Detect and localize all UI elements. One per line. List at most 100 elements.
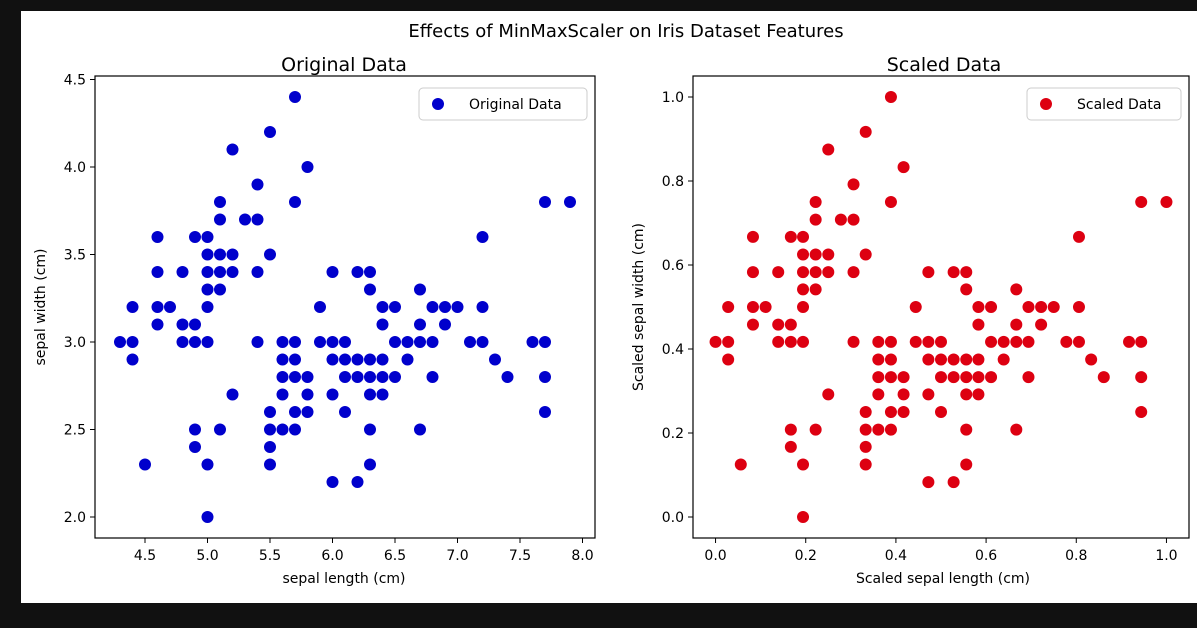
scatter-point xyxy=(351,266,364,278)
scatter-point xyxy=(264,248,276,261)
scatter-point xyxy=(251,213,264,226)
scatter-point xyxy=(872,388,885,401)
scatter-point xyxy=(364,353,376,366)
scatter-point xyxy=(1123,335,1136,348)
scatter-point xyxy=(772,335,785,348)
scatter-point xyxy=(214,248,226,261)
scatter-point xyxy=(847,266,860,279)
scatter-point xyxy=(972,353,985,366)
y-tick-label: 1.0 xyxy=(662,90,684,106)
x-axis: 4.5 5.0 5.5 6.0 6.5 7.0 7.5 8.0 xyxy=(134,538,594,564)
legend-box xyxy=(418,87,588,121)
scatter-point xyxy=(784,230,797,243)
scatter-point xyxy=(859,125,872,138)
x-tick-label: 7.5 xyxy=(509,548,531,564)
scatter-point xyxy=(997,335,1010,348)
scatter-point xyxy=(201,511,214,523)
scatter-point xyxy=(722,335,735,348)
scatter-point xyxy=(464,336,476,348)
scatter-point xyxy=(1010,283,1023,296)
scatter-point xyxy=(364,266,376,278)
scatter-point xyxy=(376,353,389,366)
chart-title: Original Data xyxy=(281,54,407,76)
scatter-point xyxy=(922,266,935,279)
y-tick-label: 0.8 xyxy=(662,174,684,190)
scatter-point xyxy=(201,336,214,348)
scatter-point xyxy=(859,406,872,418)
scatter-point xyxy=(822,266,835,279)
scatter-point xyxy=(501,371,514,383)
scatter-point xyxy=(746,266,759,279)
scatter-point xyxy=(746,318,759,331)
scatter-point xyxy=(1135,406,1148,418)
x-tick-label: 0.6 xyxy=(975,548,997,564)
y-axis-label: Scaled sepal width (cm) xyxy=(631,223,647,391)
scatter-point xyxy=(784,318,797,331)
x-tick-label: 8.0 xyxy=(571,548,593,564)
scatter-point xyxy=(935,353,947,366)
scatter-point xyxy=(539,196,551,208)
scatter-point xyxy=(872,371,885,384)
y-axis: 2.0 2.5 3.0 3.5 4.0 4.5 xyxy=(64,73,95,526)
scatter-point xyxy=(847,178,860,191)
legend: Original Data xyxy=(418,87,588,121)
scatter-point xyxy=(451,301,464,313)
scatter-point xyxy=(214,196,226,208)
scatter-point xyxy=(251,178,264,191)
scatter-point xyxy=(276,353,289,366)
y-tick-label: 4.5 xyxy=(64,73,86,89)
scatter-point xyxy=(797,248,810,261)
scatter-point xyxy=(1022,301,1035,313)
scatter-point xyxy=(189,318,201,331)
legend-marker xyxy=(1040,98,1052,110)
scatter-point xyxy=(314,336,326,348)
scatter-point xyxy=(276,371,289,383)
scatter-point xyxy=(301,161,314,173)
scatter-point xyxy=(201,458,214,471)
y-tick-label: 4.0 xyxy=(64,160,86,176)
scatter-point xyxy=(539,336,551,348)
scatter-point xyxy=(1085,353,1098,366)
scatter-point xyxy=(1072,230,1085,243)
scatter-point xyxy=(251,336,264,348)
scatter-point xyxy=(985,301,998,313)
scatter-point xyxy=(985,335,998,348)
scatter-point xyxy=(972,301,985,313)
scatter-point xyxy=(960,388,973,401)
scatter-point xyxy=(276,388,289,401)
scatter-point xyxy=(339,336,351,348)
y-tick-label: 0.0 xyxy=(662,510,684,526)
plot-area xyxy=(692,75,1190,539)
scatter-point xyxy=(201,266,214,278)
scatter-point xyxy=(822,248,835,261)
scatter-point xyxy=(376,388,389,401)
scatter-point xyxy=(126,301,139,313)
y-tick-label: 2.5 xyxy=(64,423,86,439)
scatter-point xyxy=(276,423,289,436)
scatter-point xyxy=(859,248,872,261)
figure-svg: Effects of MinMaxScaler on Iris Dataset … xyxy=(33,21,1190,587)
x-tick-label: 0.4 xyxy=(885,548,907,564)
scatter-point xyxy=(364,371,376,383)
scatter-point xyxy=(872,335,885,348)
scatter-point xyxy=(797,511,810,523)
scatter-point xyxy=(1035,301,1048,313)
scatter-point xyxy=(326,266,339,278)
scatter-point xyxy=(709,335,722,348)
scatter-point xyxy=(1022,335,1035,348)
x-tick-label: 5.0 xyxy=(196,548,218,564)
scatter-point xyxy=(264,458,276,471)
y-tick-label: 3.5 xyxy=(64,248,86,264)
scatter-point xyxy=(985,371,998,384)
scatter-point xyxy=(1010,423,1023,436)
scatter-point xyxy=(759,301,772,313)
scatter-point xyxy=(772,318,785,331)
scatter-point xyxy=(564,196,576,208)
legend: Scaled Data xyxy=(1026,87,1182,121)
scatter-point xyxy=(722,301,735,313)
scatter-point xyxy=(797,335,810,348)
scatter-point xyxy=(960,266,973,279)
scatter-point xyxy=(909,301,922,313)
scatter-point xyxy=(426,301,439,313)
scatter-point xyxy=(897,371,910,384)
